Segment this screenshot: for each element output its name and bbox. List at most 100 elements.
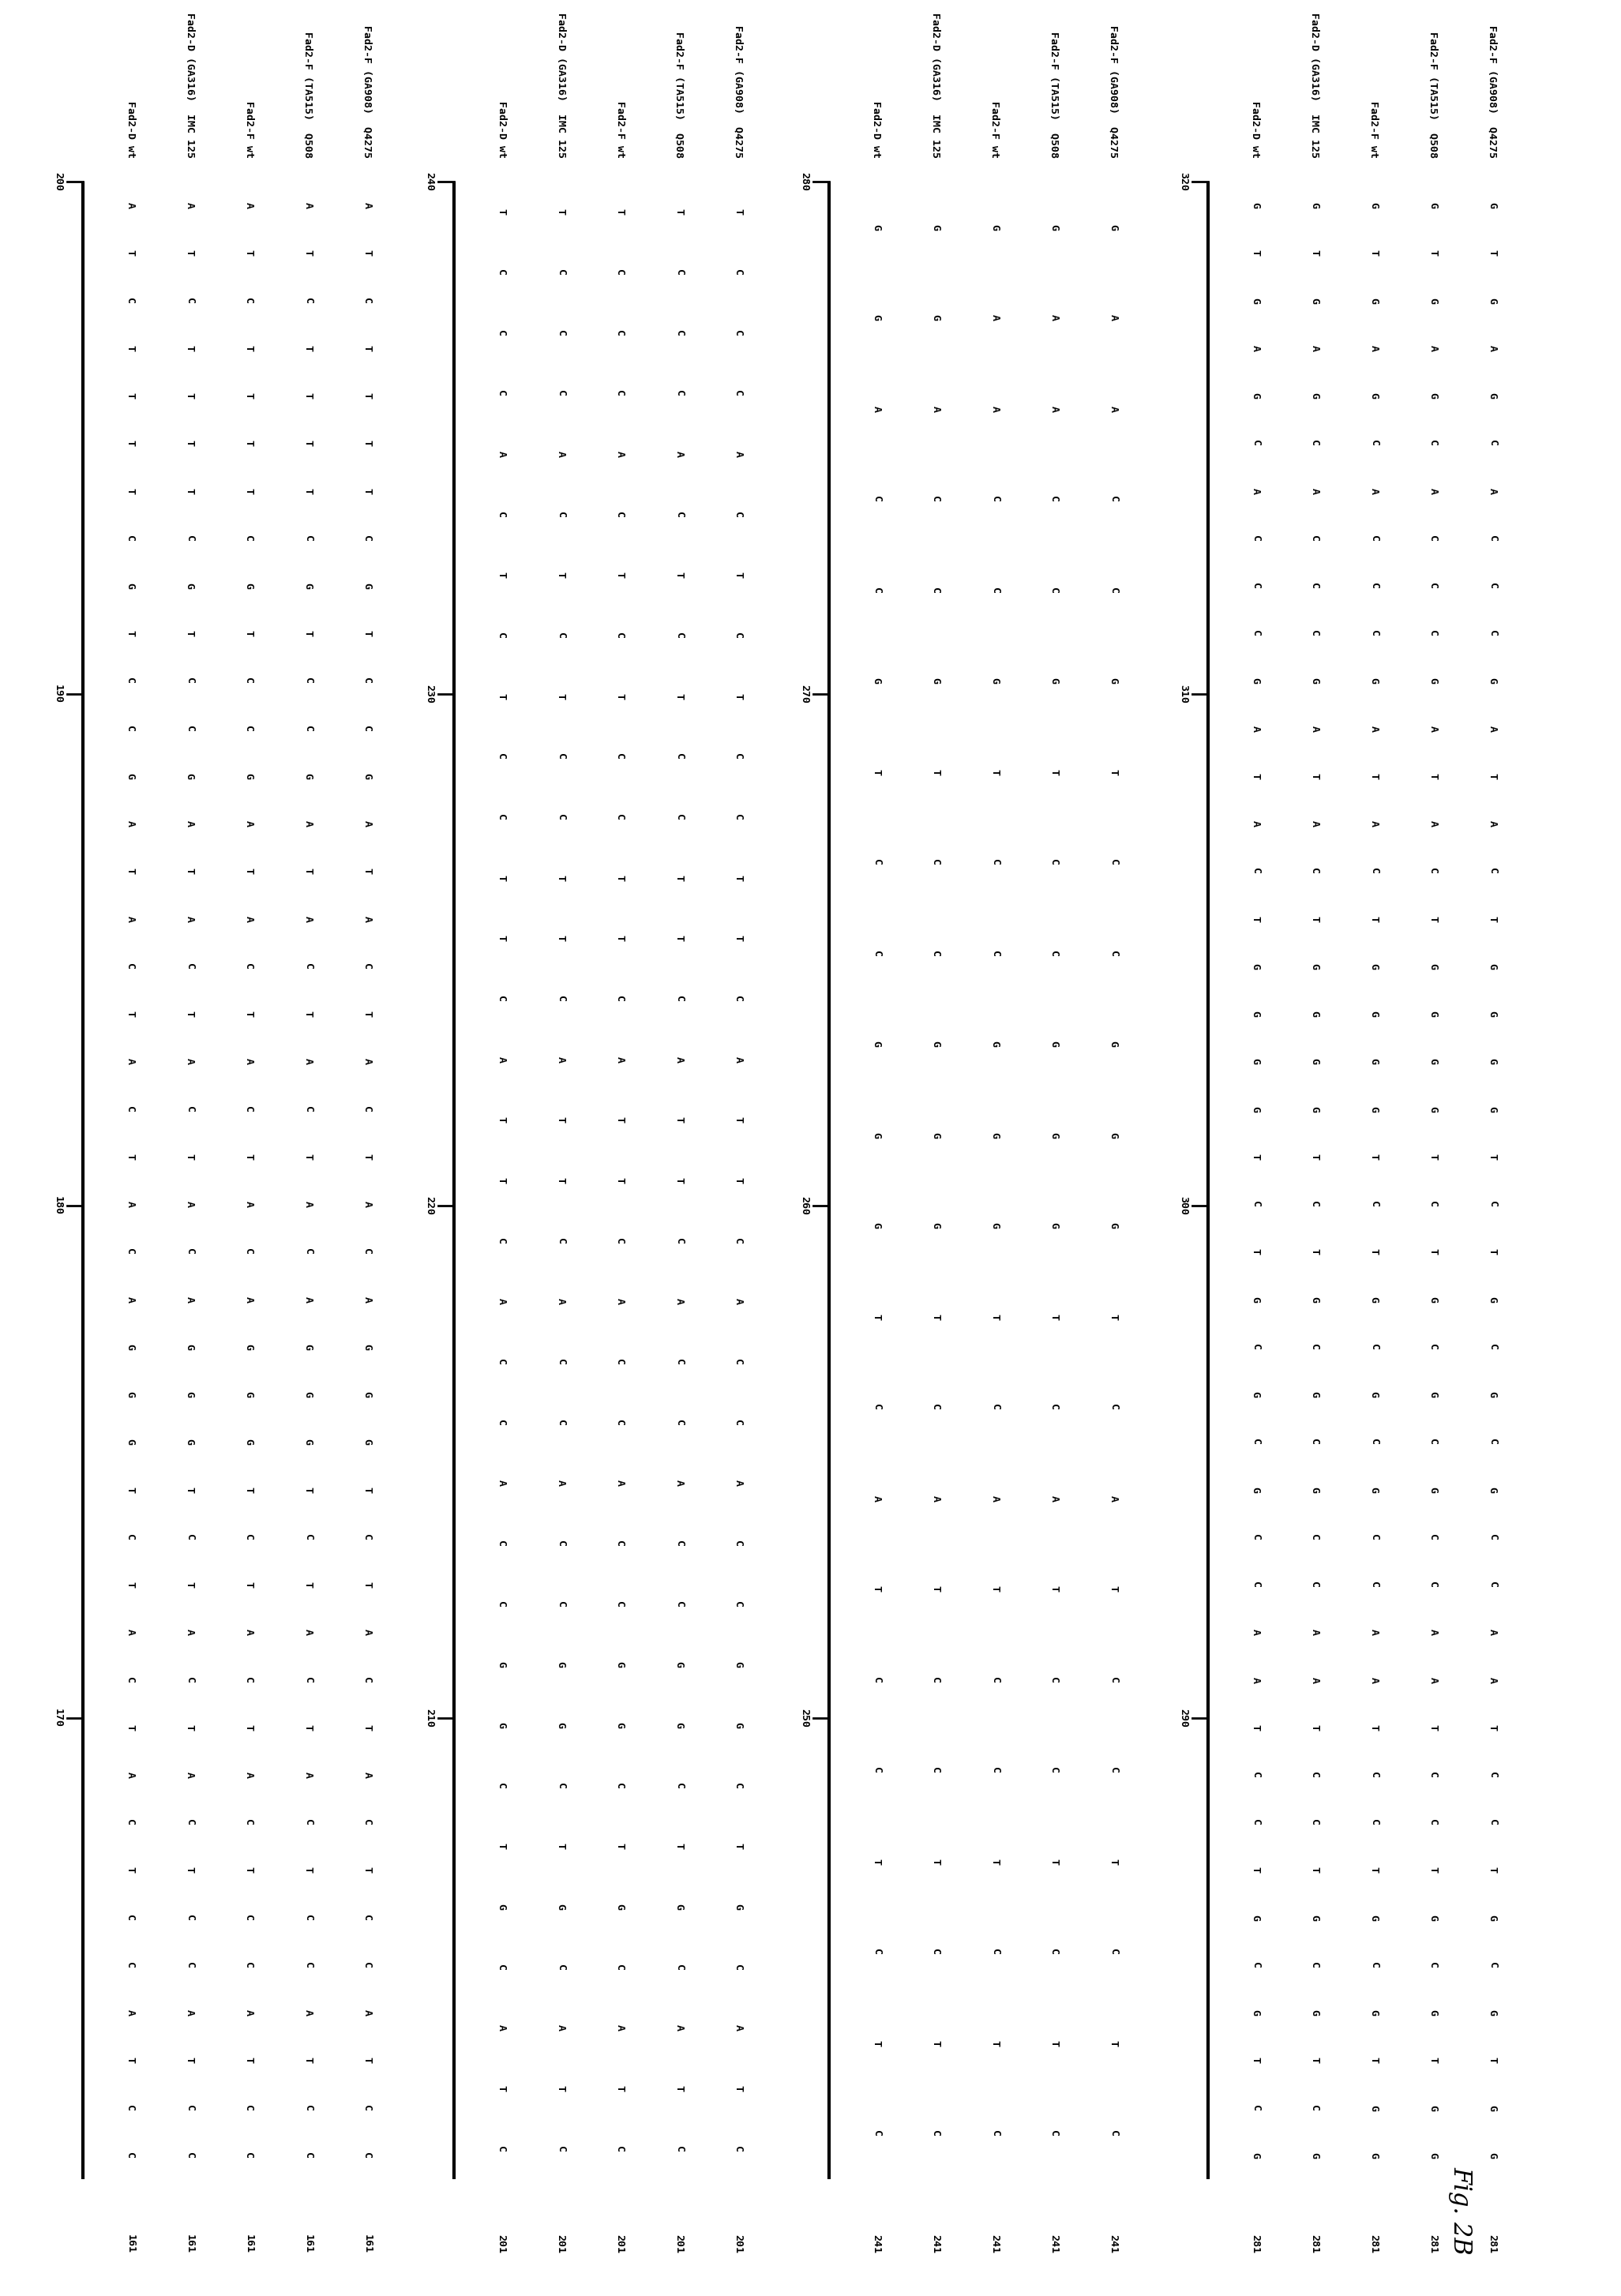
Text: A: A (1368, 344, 1379, 351)
Text: 300: 300 (1178, 1196, 1188, 1215)
Text: C: C (614, 269, 626, 276)
Text: C: C (496, 1963, 506, 1970)
Text: C: C (361, 1676, 373, 1683)
Text: C: C (674, 1359, 684, 1366)
Text: C: C (125, 1107, 136, 1111)
Text: C: C (674, 996, 684, 1001)
Text: A: A (125, 1297, 136, 1302)
Text: G: G (614, 1722, 626, 1729)
Text: G: G (1486, 1391, 1498, 1398)
Text: 161: 161 (303, 2234, 313, 2252)
Text: C: C (1250, 1773, 1261, 1777)
Text: G: G (674, 1903, 684, 1910)
Text: G: G (1368, 964, 1379, 969)
Text: T: T (361, 250, 373, 257)
Text: C: C (930, 496, 940, 503)
Text: G: G (1428, 2151, 1438, 2158)
Text: G: G (1109, 223, 1118, 230)
Text: G: G (1428, 677, 1438, 684)
Text: G: G (733, 1722, 744, 1729)
Text: A: A (1428, 726, 1438, 732)
Text: C: C (1486, 535, 1498, 542)
Text: G: G (243, 1343, 254, 1350)
Text: C: C (303, 1676, 313, 1683)
Text: 290: 290 (1178, 1708, 1188, 1727)
Text: G: G (990, 1132, 1000, 1139)
Text: A: A (1250, 726, 1261, 732)
Text: G: G (614, 1903, 626, 1910)
Text: A: A (496, 450, 506, 457)
Text: Fad2-D (GA316)  IMC 125: Fad2-D (GA316) IMC 125 (185, 14, 195, 158)
Text: C: C (303, 677, 313, 684)
Text: 320: 320 (1178, 172, 1188, 191)
Text: T: T (674, 1844, 684, 1848)
Text: Fad2-F (GA908)  Q4275: Fad2-F (GA908) Q4275 (733, 25, 744, 158)
Text: G: G (1109, 1040, 1118, 1047)
Text: T: T (1428, 774, 1438, 778)
Text: C: C (361, 1249, 373, 1256)
Text: C: C (1049, 1405, 1059, 1410)
Text: T: T (872, 1857, 882, 1864)
Text: C: C (1486, 1343, 1498, 1350)
Text: G: G (1368, 202, 1379, 209)
Text: T: T (1368, 916, 1379, 923)
Text: G: G (185, 583, 195, 590)
Text: 281: 281 (1250, 2234, 1261, 2252)
Text: 161: 161 (185, 2234, 195, 2252)
Text: C: C (185, 677, 195, 684)
Text: C: C (614, 1600, 626, 1607)
Text: C: C (674, 512, 684, 517)
Text: T: T (1486, 250, 1498, 257)
Text: Fad2-F (GA908)  Q4275: Fad2-F (GA908) Q4275 (1109, 25, 1118, 158)
Text: C: C (1310, 583, 1319, 590)
Text: C: C (1250, 1343, 1261, 1350)
Text: C: C (733, 512, 744, 517)
Text: T: T (185, 487, 195, 494)
Text: C: C (496, 631, 506, 638)
Text: C: C (303, 1963, 313, 1968)
Text: A: A (1109, 315, 1118, 321)
Text: T: T (496, 875, 506, 882)
Text: G: G (1049, 1132, 1059, 1139)
Text: G: G (1486, 1297, 1498, 1302)
Text: T: T (125, 1153, 136, 1159)
Text: A: A (303, 1773, 313, 1777)
Text: C: C (303, 2151, 313, 2158)
Text: C: C (1250, 2105, 1261, 2110)
Text: C: C (614, 2147, 626, 2151)
Text: A: A (1049, 315, 1059, 321)
Text: G: G (1310, 1915, 1319, 1922)
Text: T: T (125, 441, 136, 445)
Text: C: C (1486, 1818, 1498, 1825)
Text: T: T (1368, 1724, 1379, 1731)
Text: C: C (733, 1238, 744, 1244)
Text: A: A (930, 406, 940, 411)
Text: C: C (303, 1534, 313, 1541)
Text: C: C (990, 951, 1000, 957)
Text: C: C (1368, 1343, 1379, 1350)
Text: T: T (674, 693, 684, 700)
Text: C: C (243, 1534, 254, 1541)
Text: A: A (303, 2009, 313, 2016)
Text: G: G (303, 1440, 313, 1444)
Text: A: A (361, 1297, 373, 1302)
Text: C: C (1368, 441, 1379, 445)
Text: T: T (614, 875, 626, 882)
Text: A: A (125, 1630, 136, 1635)
Text: C: C (1109, 951, 1118, 957)
Text: C: C (185, 964, 195, 969)
Text: A: A (185, 1058, 195, 1065)
Text: A: A (1486, 344, 1498, 351)
Text: C: C (930, 951, 940, 957)
Text: G: G (1428, 1486, 1438, 1492)
Text: G: G (1109, 677, 1118, 684)
Text: G: G (361, 1343, 373, 1350)
Text: C: C (125, 1915, 136, 1922)
Text: A: A (361, 820, 373, 827)
Text: C: C (674, 631, 684, 638)
Text: A: A (303, 916, 313, 923)
Text: C: C (1486, 1582, 1498, 1589)
Text: G: G (1428, 1915, 1438, 1922)
Text: G: G (185, 1391, 195, 1398)
Text: C: C (1428, 1582, 1438, 1589)
